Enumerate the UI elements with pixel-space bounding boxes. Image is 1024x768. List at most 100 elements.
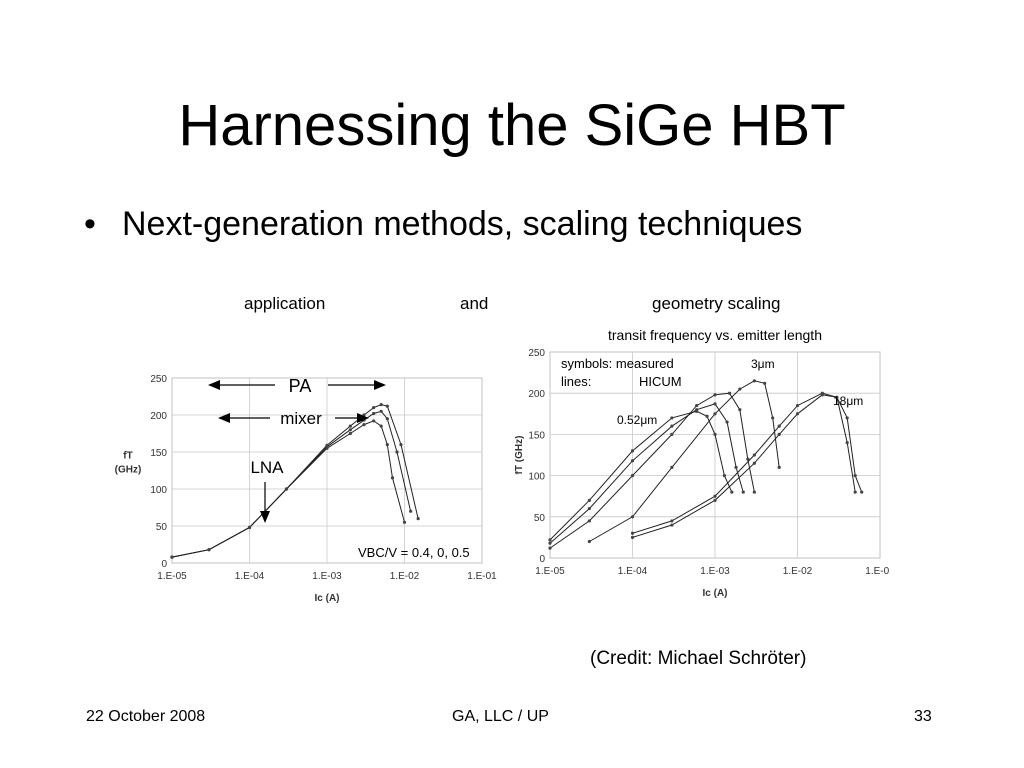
lna-arrowhead-icon: [260, 511, 270, 523]
y-tick-label: 100: [528, 472, 545, 483]
data-point: [548, 546, 552, 550]
data-point: [713, 498, 717, 502]
credit-text: (Credit: Michael Schröter): [590, 648, 807, 669]
data-point: [395, 450, 399, 454]
annotation-hicum: HICUM: [639, 374, 682, 389]
data-point: [670, 519, 674, 523]
y-tick-label: 50: [156, 522, 168, 533]
data-point: [695, 403, 699, 408]
data-point: [587, 498, 591, 502]
data-point: [795, 403, 800, 408]
slide-title: Harnessing the SiGe HBT: [178, 93, 846, 158]
data-point: [713, 494, 717, 498]
data-point: [416, 517, 420, 521]
x-tick-label: 1.E-04: [235, 571, 265, 582]
data-point: [348, 428, 352, 432]
data-point: [630, 459, 635, 463]
data-point: [385, 417, 389, 421]
data-point: [670, 523, 674, 527]
data-point: [348, 424, 352, 428]
data-point: [722, 474, 727, 478]
chart-title: transit frequency vs. emitter length: [608, 327, 822, 343]
x-tick-label: 1.E-02: [783, 566, 813, 577]
pa-arrowhead-left-icon: [208, 380, 220, 390]
bullet-dot-icon: •: [84, 205, 96, 243]
data-point: [860, 490, 864, 494]
data-point: [379, 424, 383, 428]
data-point: [734, 465, 738, 469]
x-tick-label: 1.E-01: [467, 571, 497, 582]
data-point: [845, 441, 849, 445]
data-point: [284, 487, 289, 491]
data-point: [348, 431, 352, 436]
data-point: [372, 406, 376, 410]
chart-geometry-scaling: 250 200 150 100 50 01.E-05 1.E-04 1.E-03 1.E-02 1…: [515, 327, 890, 599]
data-point: [630, 449, 635, 453]
x-tick-label: 1.E-03: [312, 571, 342, 582]
data-point: [763, 381, 767, 385]
data-point: [741, 490, 745, 494]
x-axis-label: Ic (A): [315, 593, 340, 604]
data-point: [752, 453, 756, 457]
data-point: [713, 412, 717, 416]
data-point: [587, 519, 591, 523]
data-point: [548, 541, 552, 545]
footer-center: GA, LLC / UP: [452, 708, 549, 725]
pa-arrowhead-right-icon: [374, 380, 386, 390]
annotation-lna: LNA: [250, 458, 284, 477]
data-point: [402, 520, 407, 524]
data-point: [372, 419, 376, 423]
y-tick-label: 150: [150, 448, 167, 459]
data-point: [385, 443, 389, 447]
mixer-arrowhead-left-icon: [218, 413, 230, 423]
data-point: [752, 461, 756, 465]
data-point: [630, 531, 635, 535]
data-point: [777, 465, 781, 469]
y-axis-label-unit: (GHz): [115, 465, 142, 476]
data-point: [771, 416, 775, 420]
data-point: [853, 474, 857, 478]
data-point: [777, 424, 781, 428]
data-point: [795, 412, 800, 416]
annotation-pa: PA: [289, 376, 312, 396]
x-tick-label: 1.E-02: [390, 571, 420, 582]
x-tick-label: 1.E-05: [535, 566, 565, 577]
y-tick-label: 50: [534, 513, 546, 524]
data-point: [727, 391, 732, 395]
x-tick-label: 1.E-05: [157, 571, 187, 582]
data-point: [630, 535, 635, 539]
footer-date: 22 October 2008: [86, 708, 206, 725]
data-point: [587, 506, 591, 511]
series-line-5: [632, 392, 856, 534]
data-point: [587, 539, 591, 544]
data-point: [207, 548, 211, 552]
data-point: [835, 395, 839, 399]
data-point: [752, 379, 756, 383]
data-point: [746, 457, 750, 461]
y-axis-label: fT (GHz): [515, 436, 525, 475]
annotation-3um: 3μm: [751, 357, 775, 371]
y-tick-label: 250: [528, 348, 545, 359]
y-axis-label: fT: [123, 451, 132, 462]
page-number: 33: [914, 708, 932, 725]
data-point: [548, 538, 552, 542]
x-tick-label: 1.E-04: [618, 566, 648, 577]
annotation-symbols: symbols: measured: [561, 356, 674, 371]
data-point: [170, 555, 174, 559]
annotation-mixer: mixer: [280, 409, 322, 428]
data-point: [730, 490, 734, 494]
data-point: [752, 490, 756, 494]
data-point: [713, 432, 717, 436]
data-point: [247, 525, 252, 530]
series-line-3: [549, 392, 755, 549]
caption-application: application: [244, 294, 326, 313]
data-point: [738, 387, 742, 391]
y-tick-label: 200: [528, 389, 545, 400]
data-point: [379, 403, 383, 407]
data-point: [725, 420, 729, 424]
mixer-arrowhead-right-icon: [357, 413, 369, 423]
data-point: [670, 432, 674, 436]
data-point: [390, 476, 395, 480]
data-point: [670, 424, 674, 428]
caption-geometry-scaling: geometry scaling: [652, 294, 781, 313]
